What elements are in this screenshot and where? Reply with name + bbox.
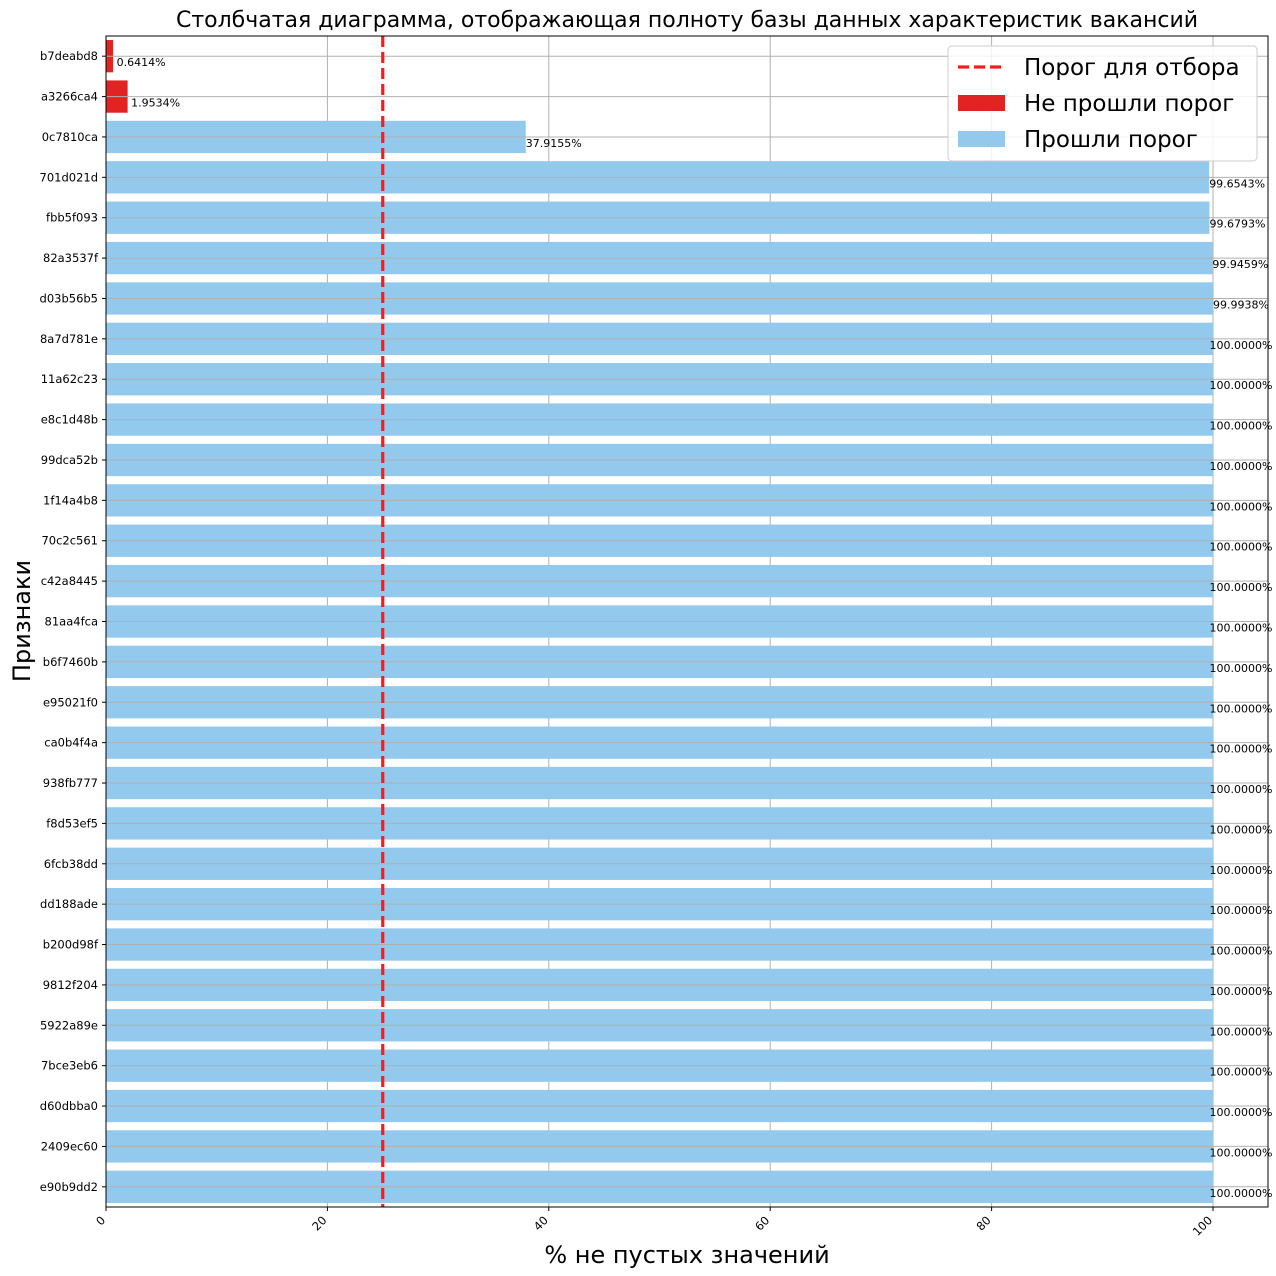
data-label: 100.0000%	[1210, 420, 1273, 433]
y-tick-label: 81aa4fca	[45, 615, 98, 629]
y-tick-label: 0c7810ca	[42, 130, 98, 144]
x-tick-label: 0	[93, 1213, 108, 1228]
data-label: 100.0000%	[1210, 1066, 1273, 1079]
x-tick-label: 80	[973, 1213, 993, 1233]
data-label: 1.9534%	[131, 97, 180, 110]
y-tick-label: c42a8445	[41, 574, 98, 588]
y-tick-label: 938fb777	[43, 776, 98, 790]
y-tick-label: d60dbba0	[40, 1099, 98, 1113]
data-label: 100.0000%	[1210, 864, 1273, 877]
y-tick-label: f8d53ef5	[46, 816, 98, 830]
legend-label: Не прошли порог	[1024, 91, 1234, 117]
data-label: 37.9155%	[526, 137, 582, 150]
data-label: 99.9938%	[1213, 298, 1269, 311]
y-tick-label: 1f14a4b8	[43, 493, 98, 507]
plot-area: b7deabd8 0.6414% a3266ca4 1.9534% 0c7810ca 37…	[40, 35, 1273, 1239]
data-label: 100.0000%	[1210, 743, 1273, 756]
y-tick-label: e8c1d48b	[41, 413, 98, 427]
data-label: 100.0000%	[1210, 783, 1273, 796]
y-tick-label: 11a62c23	[41, 372, 98, 386]
chart-title: Столбчатая диаграмма, отображающая полно…	[176, 8, 1198, 33]
data-label: 100.0000%	[1210, 339, 1273, 352]
data-label: 99.9459%	[1212, 258, 1268, 271]
x-tick-label: 60	[752, 1213, 772, 1233]
data-label: 100.0000%	[1210, 581, 1273, 594]
x-tick-label: 20	[309, 1213, 329, 1233]
x-tick-label: 40	[531, 1213, 551, 1233]
legend-box	[947, 45, 1258, 162]
data-label: 0.6414%	[117, 56, 166, 69]
y-tick-label: b200d98f	[43, 938, 99, 952]
legend-patch-swatch	[958, 131, 1005, 147]
y-tick-label: 82a3537f	[43, 251, 99, 265]
y-tick-label: e90b9dd2	[40, 1180, 98, 1194]
legend-label: Порог для отбора	[1024, 55, 1240, 81]
y-tick-label: b6f7460b	[43, 655, 98, 669]
y-tick-label: 9812f204	[43, 978, 98, 992]
data-label: 100.0000%	[1210, 1025, 1273, 1038]
legend-patch-swatch	[958, 95, 1005, 111]
y-tick-label: 70c2c561	[41, 534, 98, 548]
data-label: 100.0000%	[1210, 500, 1273, 513]
y-tick-label: d03b56b5	[40, 291, 98, 305]
data-label: 100.0000%	[1210, 622, 1273, 635]
data-label: 100.0000%	[1210, 541, 1273, 554]
data-label: 100.0000%	[1210, 945, 1273, 958]
y-tick-label: 99dca52b	[41, 453, 98, 467]
data-label: 100.0000%	[1210, 1106, 1273, 1119]
y-tick-label: 7bce3eb6	[41, 1059, 98, 1073]
data-label: 100.0000%	[1210, 702, 1273, 715]
x-tick-label: 100	[1190, 1213, 1215, 1238]
axes-frame	[105, 35, 1269, 1208]
data-label: 99.6793%	[1209, 218, 1265, 231]
y-tick-label: a3266ca4	[41, 90, 98, 104]
y-tick-label: dd188ade	[40, 897, 98, 911]
y-tick-label: fbb5f093	[46, 211, 98, 225]
legend: Порог для отбора Не прошли порог Прошли по…	[947, 45, 1258, 162]
y-tick-label: e95021f0	[43, 695, 98, 709]
data-label: 99.6543%	[1209, 177, 1265, 190]
legend-label: Прошли порог	[1024, 127, 1198, 153]
y-tick-label: 6fcb38dd	[44, 857, 98, 871]
data-label: 100.0000%	[1210, 379, 1273, 392]
data-label: 100.0000%	[1210, 662, 1273, 675]
data-label: 100.0000%	[1210, 823, 1273, 836]
y-tick-label: ca0b4f4a	[44, 736, 98, 750]
y-tick-label: 701d021d	[40, 170, 99, 184]
data-label: 100.0000%	[1210, 985, 1273, 998]
y-axis-label: Признаки	[8, 560, 36, 682]
y-tick-label: 8a7d781e	[40, 332, 98, 346]
data-label: 100.0000%	[1210, 1146, 1273, 1159]
data-label: 100.0000%	[1210, 460, 1273, 473]
y-tick-label: 5922a89e	[40, 1018, 98, 1032]
x-axis-label: % не пустых значений	[544, 1241, 829, 1269]
data-label: 100.0000%	[1210, 904, 1273, 917]
y-tick-label: b7deabd8	[40, 49, 98, 63]
y-tick-label: 2409ec60	[41, 1139, 98, 1153]
data-label: 100.0000%	[1210, 1187, 1273, 1200]
